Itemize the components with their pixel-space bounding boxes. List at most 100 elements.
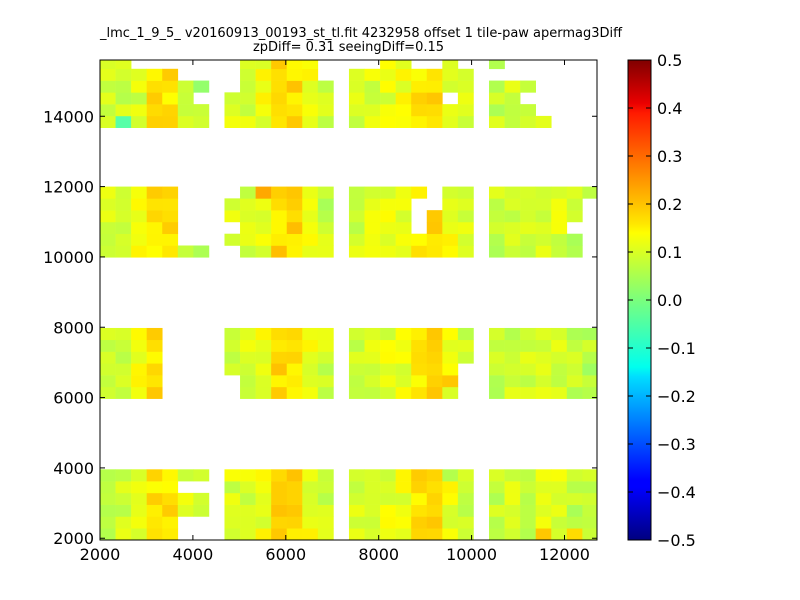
heatmap-cell: [115, 233, 132, 246]
heatmap-cell: [504, 375, 521, 388]
heatmap-cell: [364, 327, 381, 341]
heatmap-cell: [442, 469, 459, 482]
heatmap-cell: [395, 233, 412, 246]
y-tick-label: 14000: [43, 107, 94, 126]
heatmap-cell: [489, 504, 505, 517]
heatmap-cell: [302, 386, 319, 399]
heatmap-cell: [271, 80, 288, 93]
heatmap-cell: [442, 528, 459, 541]
heatmap-cell: [100, 516, 116, 529]
heatmap-cell: [146, 528, 163, 541]
heatmap-cell: [224, 210, 241, 223]
heatmap-cell: [442, 104, 459, 117]
heatmap-cell: [582, 469, 598, 482]
heatmap-cell: [504, 92, 521, 105]
heatmap-cell: [255, 233, 272, 246]
heatmap-cell: [426, 528, 443, 541]
heatmap-cell: [115, 386, 132, 399]
heatmap-cell: [255, 492, 272, 505]
heatmap-cell: [286, 492, 303, 505]
heatmap-cell: [302, 80, 319, 93]
heatmap-cell: [100, 60, 116, 70]
heatmap-cell: [115, 492, 132, 505]
heatmap-cell: [146, 386, 163, 399]
heatmap-cell: [364, 198, 381, 211]
heatmap-cell: [100, 245, 116, 258]
heatmap-cell: [442, 80, 459, 93]
heatmap-cell: [100, 233, 116, 246]
heatmap-cell: [131, 115, 147, 128]
heatmap-cell: [255, 198, 272, 211]
heatmap-cell: [551, 386, 568, 399]
heatmap-cell: [271, 60, 288, 70]
heatmap-cell: [380, 92, 396, 105]
heatmap-cell: [100, 469, 116, 482]
heatmap-cell: [115, 221, 132, 235]
heatmap-cell: [131, 198, 147, 211]
heatmap-cell: [535, 210, 552, 223]
y-tick-label: 6000: [53, 389, 94, 408]
heatmap-cell: [520, 115, 536, 128]
heatmap-cell: [146, 210, 163, 223]
heatmap-cell: [100, 221, 116, 235]
heatmap-cell: [131, 363, 147, 376]
heatmap-cell: [489, 104, 505, 117]
heatmap-cell: [240, 210, 256, 223]
heatmap-cell: [271, 327, 288, 341]
heatmap-cell: [442, 210, 459, 223]
heatmap-cell: [162, 210, 179, 223]
heatmap-cell: [162, 92, 179, 105]
heatmap-cell: [100, 68, 116, 81]
heatmap-cell: [489, 60, 505, 70]
heatmap-cell: [489, 80, 505, 93]
heatmap-cell: [115, 245, 132, 258]
heatmap-cell: [566, 198, 583, 211]
heatmap-cell: [426, 504, 443, 517]
heatmap-cell: [411, 469, 428, 482]
heatmap-cell: [442, 221, 459, 235]
heatmap-cell: [162, 528, 179, 541]
heatmap-cell: [100, 481, 116, 494]
heatmap-cell: [162, 233, 179, 246]
heatmap-cell: [302, 115, 319, 128]
heatmap-cell: [100, 115, 116, 128]
heatmap-cell: [442, 386, 459, 399]
heatmap-cell: [255, 68, 272, 81]
heatmap-cell: [582, 516, 598, 529]
heatmap-cell: [131, 469, 147, 482]
heatmap-cell: [146, 516, 163, 529]
heatmap-cell: [395, 245, 412, 258]
heatmap-cell: [177, 80, 194, 93]
heatmap-cell: [131, 504, 147, 517]
heatmap-cell: [255, 528, 272, 541]
heatmap-cell: [442, 363, 459, 376]
heatmap-cell: [348, 245, 365, 258]
heatmap-cell: [162, 68, 179, 81]
heatmap-cell: [380, 504, 396, 517]
heatmap-cell: [566, 327, 583, 341]
colorbar-tick-label: −0.4: [657, 483, 696, 502]
heatmap-cell: [457, 481, 474, 494]
heatmap-cell: [100, 327, 116, 341]
heatmap-cell: [395, 92, 412, 105]
heatmap-cell: [131, 351, 147, 364]
heatmap-cell: [395, 327, 412, 341]
chart-title: _lmc_1_9_5_ v20160913_00193_st_tl.fit 42…: [100, 26, 623, 41]
heatmap-cell: [162, 221, 179, 235]
heatmap-cell: [255, 104, 272, 117]
heatmap-cell: [380, 481, 396, 494]
heatmap-cell: [224, 233, 241, 246]
heatmap-cell: [489, 115, 505, 128]
heatmap-cell: [271, 245, 288, 258]
heatmap-cell: [364, 104, 381, 117]
heatmap-cell: [457, 492, 474, 505]
heatmap-cell: [240, 375, 256, 388]
heatmap-cell: [271, 375, 288, 388]
heatmap-cell: [364, 386, 381, 399]
heatmap-cell: [395, 198, 412, 211]
heatmap-cell: [271, 221, 288, 235]
heatmap-cell: [224, 363, 241, 376]
heatmap-cell: [271, 492, 288, 505]
heatmap-cell: [364, 339, 381, 352]
heatmap-cell: [535, 492, 552, 505]
